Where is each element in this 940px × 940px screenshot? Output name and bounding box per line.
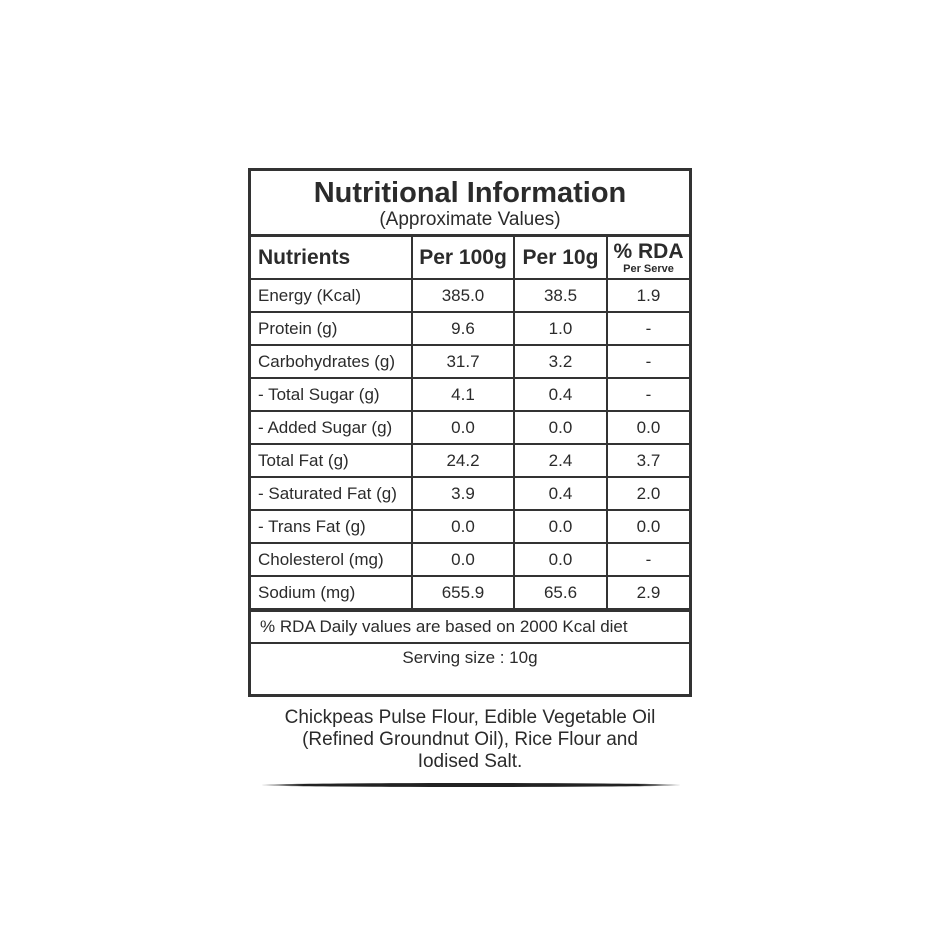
cell-per100: 0.0 (411, 410, 515, 445)
cell-name: Sodium (mg) (251, 575, 413, 610)
cell-rda: 0.0 (606, 410, 689, 445)
ingredients-line: (Refined Groundnut Oil), Rice Flour and (302, 729, 638, 750)
table-row: Total Fat (g) 24.2 2.4 3.7 (251, 443, 689, 478)
cell-per10: 0.0 (513, 509, 608, 544)
cell-rda: 1.9 (606, 278, 689, 313)
cell-rda: - (606, 311, 689, 346)
ingredients: Chickpeas Pulse Flour, Edible Vegetable … (248, 707, 692, 773)
cell-per100: 24.2 (411, 443, 515, 478)
header-rda-sub: Per Serve (623, 262, 674, 275)
cell-name: Carbohydrates (g) (251, 344, 413, 379)
header-nutrients: Nutrients (251, 237, 413, 280)
cell-per10: 3.2 (513, 344, 608, 379)
cell-rda: 0.0 (606, 509, 689, 544)
serving-size: Serving size : 10g (251, 642, 689, 674)
table-row: Sodium (mg) 655.9 65.6 2.9 (251, 575, 689, 610)
cell-name: - Total Sugar (g) (251, 377, 413, 412)
table-row: Cholesterol (mg) 0.0 0.0- (251, 542, 689, 577)
cell-name: - Saturated Fat (g) (251, 476, 413, 511)
cell-per10: 0.0 (513, 542, 608, 577)
cell-per100: 3.9 (411, 476, 515, 511)
cell-rda: - (606, 344, 689, 379)
cell-per100: 4.1 (411, 377, 515, 412)
cell-name: Cholesterol (mg) (251, 542, 413, 577)
table-row: - Trans Fat (g) 0.0 0.0 0.0 (251, 509, 689, 544)
ingredients-line: Chickpeas Pulse Flour, Edible Vegetable … (284, 707, 656, 728)
label-title: Nutritional Information (313, 177, 627, 209)
divider (262, 783, 680, 787)
header-per100: Per 100g (411, 237, 515, 280)
cell-rda: 3.7 (606, 443, 689, 478)
table-row: Protein (g) 9.6 1.0- (251, 311, 689, 346)
table-row: Energy (Kcal) 385.0 38.5 1.9 (251, 278, 689, 313)
ingredients-line: Iodised Salt. (417, 751, 523, 772)
cell-per10: 38.5 (513, 278, 608, 313)
table-row: - Saturated Fat (g) 3.9 0.4 2.0 (251, 476, 689, 511)
cell-per100: 31.7 (411, 344, 515, 379)
nutrition-label: Nutritional Information (Approximate Val… (248, 168, 692, 697)
cell-per10: 0.0 (513, 410, 608, 445)
cell-rda: - (606, 542, 689, 577)
cell-rda: 2.0 (606, 476, 689, 511)
cell-per100: 655.9 (411, 575, 515, 610)
cell-rda: 2.9 (606, 575, 689, 610)
cell-per10: 65.6 (513, 575, 608, 610)
cell-name: - Trans Fat (g) (251, 509, 413, 544)
table-row: - Total Sugar (g) 4.1 0.4- (251, 377, 689, 412)
header-rda-main: % RDA (613, 239, 684, 263)
cell-per10: 0.4 (513, 377, 608, 412)
nutrition-table: Nutrients Per 100g Per 10g % RDA Per Serv… (251, 237, 689, 610)
cell-per10: 0.4 (513, 476, 608, 511)
cell-name: Protein (g) (251, 311, 413, 346)
header-row: Nutrients Per 100g Per 10g % RDA Per Serv… (251, 237, 689, 280)
cell-name: Energy (Kcal) (251, 278, 413, 313)
cell-rda: - (606, 377, 689, 412)
label-subtitle: (Approximate Values) (379, 209, 561, 230)
cell-name: Total Fat (g) (251, 443, 413, 478)
header-rda: % RDA Per Serve (606, 237, 689, 280)
cell-name: - Added Sugar (g) (251, 410, 413, 445)
cell-per10: 1.0 (513, 311, 608, 346)
cell-per100: 9.6 (411, 311, 515, 346)
cell-per10: 2.4 (513, 443, 608, 478)
cell-per100: 385.0 (411, 278, 515, 313)
header-per10: Per 10g (513, 237, 608, 280)
cell-per100: 0.0 (411, 509, 515, 544)
cell-per100: 0.0 (411, 542, 515, 577)
footnote: % RDA Daily values are based on 2000 Kca… (251, 610, 689, 642)
table-row: - Added Sugar (g) 0.0 0.0 0.0 (251, 410, 689, 445)
table-row: Carbohydrates (g) 31.7 3.2- (251, 344, 689, 379)
title-box: Nutritional Information (Approximate Val… (251, 171, 689, 237)
